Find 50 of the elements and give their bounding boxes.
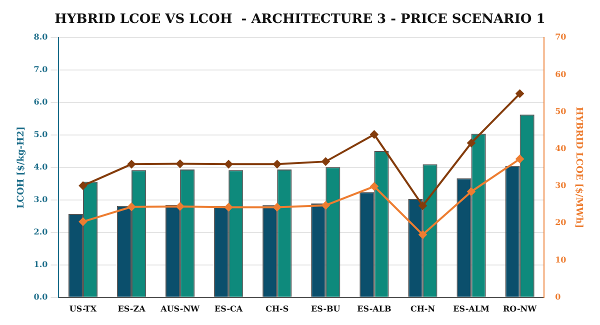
- x-tick-label: US-TX: [69, 303, 98, 314]
- point: [370, 130, 378, 138]
- y-tick-label: 0.0: [34, 291, 48, 302]
- point: [516, 90, 524, 98]
- x-tick-label: AUS-NW: [160, 303, 201, 314]
- y-tick-label: 3.0: [34, 194, 48, 204]
- y2-tick-label: 20: [555, 217, 567, 228]
- point: [273, 160, 282, 168]
- point: [78, 218, 87, 226]
- point: [418, 202, 427, 210]
- x-tick-label: RO-NW: [503, 303, 538, 314]
- y2-tick-label: 30: [555, 180, 567, 190]
- y2-tick-label: 70: [555, 32, 567, 42]
- y-axis-title: LCOH [$/kg-H2]: [16, 126, 27, 209]
- point: [467, 188, 476, 196]
- y2-tick-label: 40: [555, 143, 567, 154]
- point: [224, 203, 233, 212]
- y2-tick-label: 60: [555, 68, 567, 79]
- y2-tick-label: 10: [555, 254, 567, 264]
- y2-tick-label: 0: [555, 291, 562, 302]
- x-tick-label: ES-ALM: [453, 303, 490, 314]
- point: [322, 158, 330, 166]
- x-tick-label: CH-N: [410, 303, 436, 314]
- point: [128, 160, 136, 168]
- y-tick-label: 6.0: [34, 96, 48, 107]
- y-tick-label: 5.0: [34, 129, 48, 140]
- point: [176, 160, 184, 168]
- y-tick-label: 2.0: [34, 226, 48, 237]
- chart-title: HYBRID LCOE VS LCOH - ARCHITECTURE 3 - PRICE SCENARIO 1: [54, 12, 546, 28]
- point: [322, 201, 330, 210]
- x-tick-label: ES-ALB: [357, 303, 392, 314]
- point: [467, 139, 476, 148]
- point: [78, 182, 87, 190]
- point: [516, 154, 524, 163]
- x-tick-label: ES-CA: [214, 303, 244, 314]
- x-tick-label: ES-ZA: [118, 303, 146, 314]
- y-tick-label: 1.0: [34, 259, 48, 270]
- point: [176, 202, 184, 210]
- point: [224, 160, 233, 168]
- y-tick-label: 8.0: [34, 32, 48, 42]
- x-tick-label: ES-BU: [311, 303, 340, 314]
- point: [273, 203, 282, 212]
- point: [128, 202, 136, 211]
- y-tick-label: 4.0: [34, 162, 48, 172]
- y2-tick-label: 50: [555, 106, 567, 116]
- y2-axis-title: HYBRID LCOE [$/MWh]: [573, 106, 584, 228]
- point: [370, 182, 378, 190]
- y-tick-label: 7.0: [34, 64, 48, 74]
- point: [418, 230, 427, 239]
- x-tick-label: CH-S: [266, 303, 289, 314]
